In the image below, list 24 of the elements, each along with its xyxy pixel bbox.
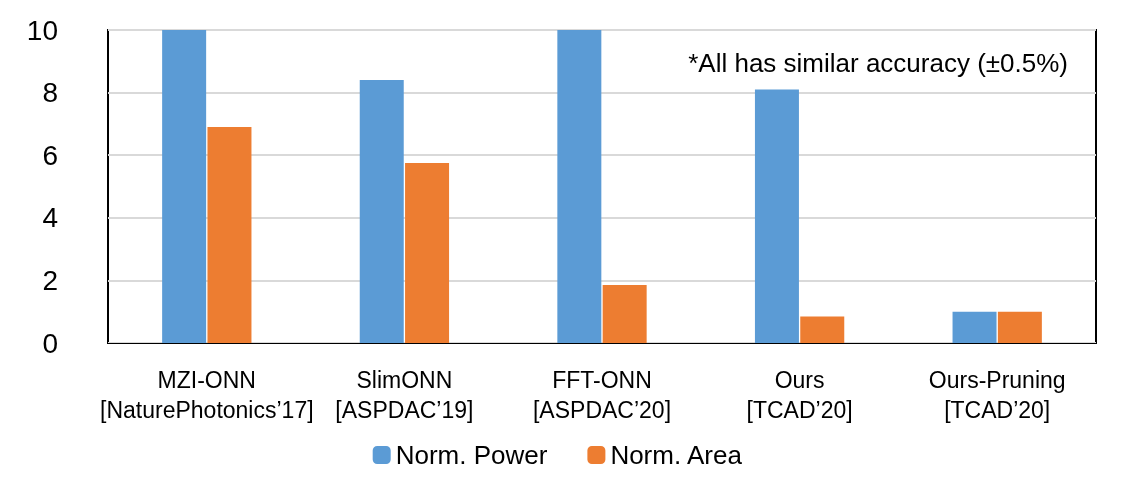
bar [952, 311, 997, 343]
bar [359, 80, 404, 343]
annotation: *All has similar accuracy (±0.5%) [688, 48, 1069, 78]
y-tick-label: 10 [26, 14, 58, 46]
x-tick-label: SlimONN [ASPDAC’19] [335, 367, 474, 423]
bar [754, 89, 799, 343]
bar [997, 311, 1042, 343]
bar [800, 316, 845, 343]
y-tick-label: 8 [42, 77, 58, 109]
bar [162, 30, 207, 343]
y-tick-label: 0 [42, 327, 58, 359]
bar [207, 127, 252, 343]
x-tick-label: MZI-ONN [NaturePhotonics’17] [100, 367, 314, 423]
x-tick-label: Ours [TCAD’20] [746, 367, 853, 423]
bar [557, 30, 602, 343]
y-tick-label: 6 [42, 139, 58, 171]
bar [405, 163, 450, 343]
x-tick-label: FFT-ONN [ASPDAC’20] [532, 367, 672, 423]
x-tick-label: Ours-Pruning [TCAD’20] [928, 367, 1066, 423]
y-tick-label: 2 [42, 264, 58, 296]
bar [602, 285, 647, 343]
y-tick-label: 4 [42, 202, 58, 234]
legend-label: Norm. Power [395, 440, 548, 470]
legend-label: Norm. Area [610, 440, 743, 470]
